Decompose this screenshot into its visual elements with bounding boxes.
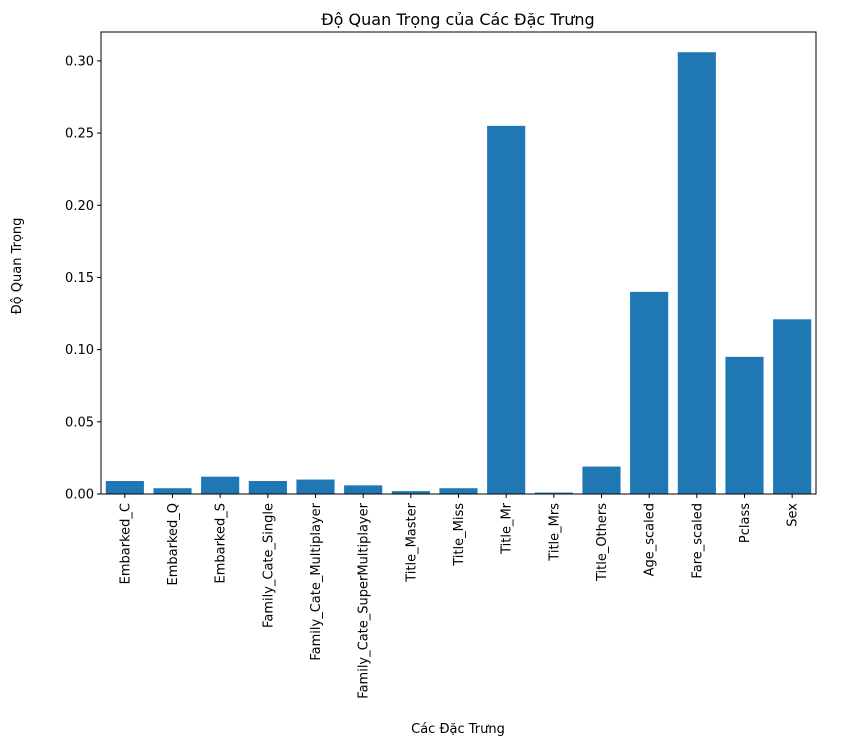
x-tick-label: Title_Mrs xyxy=(547,503,562,562)
x-tick-label: Fare_scaled xyxy=(690,503,705,579)
x-tick-label: Family_Cate_Multiplayer xyxy=(309,502,324,660)
x-tick-label: Sex xyxy=(786,503,801,527)
x-tick-label: Title_Miss xyxy=(452,503,467,567)
x-axis-label: Các Đặc Trưng xyxy=(411,722,505,737)
y-tick-label: 0.30 xyxy=(65,54,94,69)
x-tick-label: Family_Cate_SuperMultiplayer xyxy=(357,502,372,698)
bar-Title_Mr xyxy=(487,125,526,494)
bar-Sex xyxy=(773,319,812,494)
bars-group xyxy=(105,52,812,495)
y-tick-label: 0.15 xyxy=(65,271,94,286)
x-tick-label: Title_Others xyxy=(595,503,610,582)
x-tick-label: Title_Mr xyxy=(500,502,515,555)
y-tick-label: 0.20 xyxy=(65,199,94,214)
bar-Title_Master xyxy=(391,491,430,494)
bar-Pclass xyxy=(725,356,764,494)
x-tick-label: Pclass xyxy=(738,503,753,543)
x-tick-label: Embarked_C xyxy=(118,503,133,584)
bar-Title_Mrs xyxy=(534,492,573,494)
y-axis-ticks: 0.00 0.05 0.10 0.15 0.20 0.25 0.30 xyxy=(65,54,101,503)
chart-title: Độ Quan Trọng của Các Đặc Trưng xyxy=(321,10,594,29)
bar-Embarked_S xyxy=(201,476,240,494)
y-tick-label: 0.00 xyxy=(65,488,94,503)
bar-Embarked_Q xyxy=(153,488,192,494)
y-axis-label: Độ Quan Trọng xyxy=(10,218,25,315)
x-tick-label: Family_Cate_Single xyxy=(261,503,276,628)
x-tick-label: Title_Master xyxy=(404,502,419,582)
y-tick-label: 0.05 xyxy=(65,415,94,430)
bar-Age_scaled xyxy=(630,291,669,494)
bar-Title_Others xyxy=(582,466,621,494)
plot-frame xyxy=(100,31,817,495)
bar-Family_Cate_SuperMultiplayer xyxy=(344,485,383,494)
x-tick-label: Embarked_Q xyxy=(166,503,181,586)
y-tick-label: 0.25 xyxy=(65,127,94,142)
bar-Fare_scaled xyxy=(677,52,716,495)
bar-Family_Cate_Multiplayer xyxy=(296,479,335,494)
x-tick-label: Age_scaled xyxy=(643,503,658,576)
x-tick-label: Embarked_S xyxy=(214,503,229,584)
x-axis-ticks: Embarked_C Embarked_Q Embarked_S Family_Cat… xyxy=(118,494,801,699)
bar-Title_Miss xyxy=(439,488,478,494)
bar-Family_Cate_Single xyxy=(248,481,287,494)
bar-Embarked_C xyxy=(105,481,144,494)
y-tick-label: 0.10 xyxy=(65,343,94,358)
